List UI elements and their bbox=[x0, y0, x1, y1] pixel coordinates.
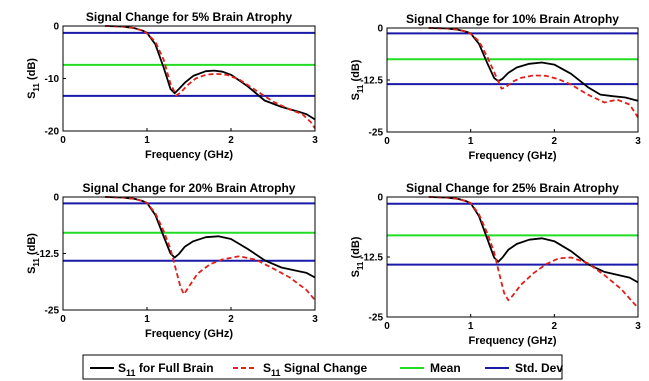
y-axis-label-main: S bbox=[350, 270, 362, 277]
chart-title: Signal Change for 5% Brain Atrophy bbox=[86, 10, 293, 24]
panel-3: Signal Change for 20% Brain Atrophy 0 1 2 3 0… bbox=[26, 181, 318, 340]
y-axis-label-unit: (dB) bbox=[350, 59, 362, 84]
series-full-brain bbox=[104, 196, 316, 279]
y-axis-label: S11 (dB) bbox=[350, 59, 365, 100]
series-signal-change bbox=[104, 25, 316, 129]
legend-box bbox=[82, 354, 563, 380]
series-signal-change bbox=[428, 27, 639, 118]
x-tick-label: 0 bbox=[60, 135, 66, 146]
y-axis-label-sub: 11 bbox=[356, 84, 365, 93]
series-signal-change bbox=[104, 196, 316, 301]
chart-title: Signal Change for 10% Brain Atrophy bbox=[406, 12, 619, 26]
y-tick-label: -25 bbox=[369, 313, 384, 324]
x-tick-label: 3 bbox=[312, 135, 318, 146]
x-tick-label: 0 bbox=[60, 314, 66, 325]
plot-frame bbox=[386, 196, 639, 318]
y-axis-label-unit: (dB) bbox=[26, 58, 38, 83]
x-axis-label: Frequency (GHz) bbox=[468, 150, 556, 162]
legend-label: Mean bbox=[430, 361, 461, 375]
plot-frame bbox=[62, 196, 316, 311]
y-tick-label: -12.5 bbox=[360, 76, 383, 87]
y-tick-label: 0 bbox=[53, 22, 59, 33]
y-axis-label-unit: (dB) bbox=[350, 236, 362, 261]
y-tick-label: 0 bbox=[377, 24, 383, 35]
legend-label: S11 for Full Brain bbox=[118, 361, 214, 378]
legend-label-sub: 11 bbox=[126, 368, 136, 378]
legend: S11 for Full Brain S11 Signal Change Mean S… bbox=[82, 354, 563, 380]
x-tick-label: 2 bbox=[228, 314, 234, 325]
panel-2: Signal Change for 10% Brain Atrophy 0 1 2 3 0… bbox=[350, 12, 641, 162]
y-tick-label: -25 bbox=[369, 128, 384, 139]
x-tick-label: 2 bbox=[228, 135, 234, 146]
y-axis-label: S11 (dB) bbox=[26, 233, 41, 274]
y-tick-label: -12.5 bbox=[360, 253, 383, 264]
y-axis-label-main: S bbox=[26, 267, 38, 274]
x-tick-label: 2 bbox=[552, 321, 558, 332]
chart-title: Signal Change for 20% Brain Atrophy bbox=[83, 181, 296, 195]
legend-label-main: Std. Dev bbox=[515, 361, 563, 375]
y-tick-label: -25 bbox=[45, 306, 60, 317]
y-axis-label: S11 (dB) bbox=[350, 236, 365, 277]
series-full-brain bbox=[428, 196, 639, 284]
x-tick-label: 1 bbox=[144, 135, 150, 146]
x-tick-label: 3 bbox=[635, 136, 641, 147]
series-signal-change bbox=[428, 196, 639, 309]
series-full-brain bbox=[428, 27, 639, 102]
panel-4: Signal Change for 25% Brain Atrophy 0 1 2 3 0… bbox=[350, 181, 641, 347]
x-tick-label: 1 bbox=[468, 136, 474, 147]
legend-label-main: S bbox=[263, 361, 271, 375]
x-tick-label: 1 bbox=[468, 321, 474, 332]
x-tick-label: 0 bbox=[384, 321, 390, 332]
legend-label-main: Mean bbox=[430, 361, 461, 375]
y-tick-label: -20 bbox=[45, 127, 60, 138]
x-axis-label: Frequency (GHz) bbox=[145, 149, 233, 161]
y-tick-label: 0 bbox=[53, 193, 59, 204]
x-tick-label: 3 bbox=[635, 321, 641, 332]
legend-label-main: S bbox=[118, 361, 126, 375]
plot-frame bbox=[386, 27, 639, 133]
x-tick-label: 1 bbox=[144, 314, 150, 325]
legend-label-sub: 11 bbox=[271, 368, 281, 378]
y-axis-label-main: S bbox=[26, 92, 38, 99]
y-axis-label: S11 (dB) bbox=[26, 58, 41, 99]
series-full-brain bbox=[104, 25, 316, 121]
y-tick-label: -10 bbox=[45, 74, 60, 85]
y-tick-label: 0 bbox=[377, 193, 383, 204]
legend-label-rest: for Full Brain bbox=[136, 361, 214, 375]
legend-label: S11 Signal Change bbox=[263, 361, 368, 378]
y-axis-label-sub: 11 bbox=[32, 258, 41, 267]
y-axis-label-sub: 11 bbox=[32, 83, 41, 92]
y-tick-label: -12.5 bbox=[36, 249, 59, 260]
chart-title: Signal Change for 25% Brain Atrophy bbox=[406, 181, 619, 195]
y-axis-label-main: S bbox=[350, 93, 362, 100]
x-tick-label: 0 bbox=[384, 136, 390, 147]
x-tick-label: 3 bbox=[312, 314, 318, 325]
x-axis-label: Frequency (GHz) bbox=[468, 335, 556, 347]
x-axis-label: Frequency (GHz) bbox=[145, 328, 233, 340]
legend-label: Std. Dev bbox=[515, 361, 563, 375]
y-axis-label-unit: (dB) bbox=[26, 233, 38, 258]
legend-label-rest: Signal Change bbox=[281, 361, 368, 375]
x-tick-label: 2 bbox=[552, 136, 558, 147]
y-axis-label-sub: 11 bbox=[356, 261, 365, 270]
